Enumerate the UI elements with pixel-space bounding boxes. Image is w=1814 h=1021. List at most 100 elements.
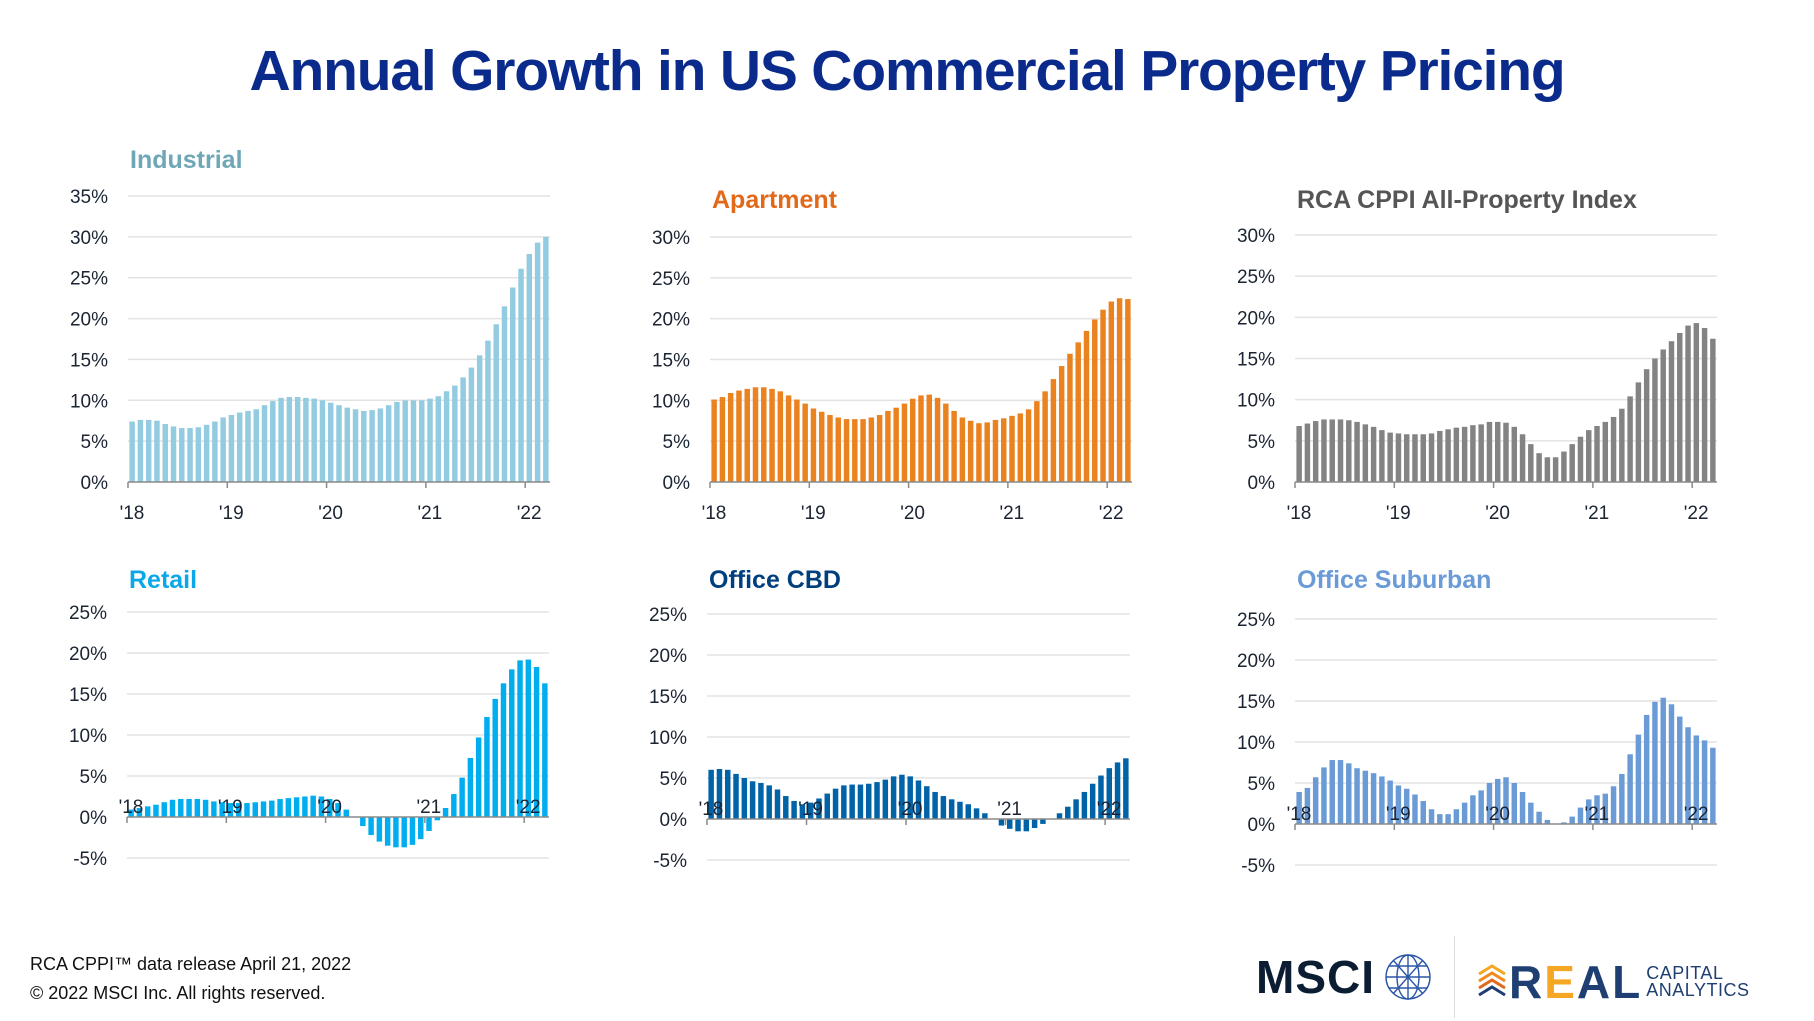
bar bbox=[402, 400, 408, 482]
bar bbox=[1312, 421, 1319, 482]
bar bbox=[948, 799, 955, 819]
data-release-note: RCA CPPI™ data release April 21, 2022 bbox=[30, 954, 352, 974]
y-tick-label: 10% bbox=[1237, 733, 1275, 754]
y-tick-label: 10% bbox=[70, 391, 108, 412]
bar bbox=[907, 776, 913, 819]
bar bbox=[1610, 786, 1617, 824]
y-tick-label: 25% bbox=[652, 269, 690, 290]
bar bbox=[727, 392, 734, 482]
x-tick-label: '22 bbox=[516, 797, 541, 818]
bar bbox=[752, 387, 759, 482]
bar bbox=[385, 405, 392, 482]
y-tick-label: -5% bbox=[73, 849, 107, 870]
bar bbox=[1643, 369, 1650, 482]
bar bbox=[1677, 716, 1683, 824]
bar bbox=[1042, 391, 1048, 482]
bar bbox=[1304, 787, 1311, 824]
bar bbox=[286, 397, 293, 482]
bar bbox=[1354, 768, 1360, 824]
bar bbox=[1569, 816, 1575, 824]
y-tick-label: -5% bbox=[1241, 856, 1275, 877]
bar bbox=[1073, 799, 1079, 819]
bar bbox=[460, 377, 466, 482]
y-tick-label: 10% bbox=[649, 728, 687, 749]
bar bbox=[876, 415, 883, 482]
bar bbox=[1528, 444, 1534, 482]
bar bbox=[510, 287, 516, 482]
bar bbox=[260, 801, 267, 817]
bar bbox=[1050, 379, 1057, 482]
bar bbox=[711, 399, 717, 482]
bar bbox=[832, 788, 839, 819]
bar bbox=[841, 785, 847, 819]
y-tick-label: 10% bbox=[69, 726, 107, 747]
x-tick-label: '18 bbox=[699, 799, 724, 820]
y-tick-label: 10% bbox=[652, 391, 690, 412]
bar bbox=[1346, 420, 1352, 482]
bar bbox=[791, 800, 797, 819]
bar bbox=[1081, 791, 1088, 819]
bar bbox=[360, 817, 366, 827]
y-tick-label: 20% bbox=[70, 310, 108, 331]
bar bbox=[394, 401, 400, 482]
y-tick-label: 35% bbox=[70, 187, 108, 208]
bar bbox=[1445, 814, 1451, 824]
y-tick-label: 20% bbox=[652, 310, 690, 331]
bar bbox=[1685, 325, 1691, 482]
bar bbox=[533, 666, 540, 817]
x-tick-label: '18 bbox=[1287, 804, 1312, 825]
bar bbox=[1362, 424, 1369, 482]
chart-retail: Retail -5% 0% 5% 10% 15% 20% 25% '18 '19 '20 '21 '22 bbox=[69, 566, 549, 870]
bar bbox=[1528, 802, 1534, 824]
bar bbox=[1379, 430, 1385, 482]
bar bbox=[1321, 767, 1327, 824]
bar bbox=[1536, 811, 1542, 824]
bar bbox=[128, 809, 134, 817]
bar bbox=[1652, 358, 1658, 482]
bar bbox=[1412, 794, 1418, 824]
bar bbox=[1296, 426, 1302, 482]
bar bbox=[1387, 780, 1393, 824]
bar bbox=[998, 819, 1005, 826]
bar bbox=[195, 427, 202, 482]
bar bbox=[294, 397, 301, 482]
bar bbox=[1701, 328, 1708, 482]
bar bbox=[1486, 421, 1493, 482]
y-tick-label: 15% bbox=[652, 351, 690, 372]
bar bbox=[442, 807, 449, 817]
x-tick-label: '20 bbox=[317, 797, 342, 818]
bar bbox=[1461, 426, 1468, 482]
chart-apartment: Apartment 0% 5% 10% 15% 20% 25% 30% '18 '19 '20 '21… bbox=[652, 186, 1132, 524]
bar bbox=[1420, 434, 1426, 482]
bar bbox=[868, 417, 875, 482]
bar bbox=[144, 806, 151, 817]
y-tick-label: 20% bbox=[1237, 308, 1275, 329]
x-tick-label: '21 bbox=[416, 797, 441, 818]
bar bbox=[1092, 319, 1098, 482]
bar bbox=[318, 796, 325, 817]
bar bbox=[525, 659, 532, 817]
bar bbox=[951, 410, 957, 482]
y-tick-label: 30% bbox=[1237, 226, 1275, 247]
bar bbox=[1552, 457, 1559, 482]
chart-title: Apartment bbox=[712, 186, 838, 214]
bar bbox=[1561, 451, 1567, 482]
bar bbox=[1519, 792, 1526, 824]
bar bbox=[336, 405, 342, 482]
bar bbox=[326, 798, 333, 817]
bar bbox=[1337, 419, 1344, 482]
bar bbox=[1710, 338, 1716, 482]
bar bbox=[1075, 342, 1081, 482]
y-tick-label: 5% bbox=[660, 769, 688, 790]
bar bbox=[401, 817, 407, 848]
bar bbox=[1635, 382, 1642, 482]
bar bbox=[769, 388, 775, 482]
bar bbox=[1561, 822, 1567, 824]
bar bbox=[943, 403, 949, 482]
x-tick-label: '22 bbox=[1099, 503, 1124, 524]
bar bbox=[542, 683, 548, 817]
bar bbox=[1412, 434, 1418, 482]
bar bbox=[716, 768, 723, 819]
y-tick-label: 15% bbox=[70, 350, 108, 371]
bar bbox=[1125, 299, 1131, 482]
